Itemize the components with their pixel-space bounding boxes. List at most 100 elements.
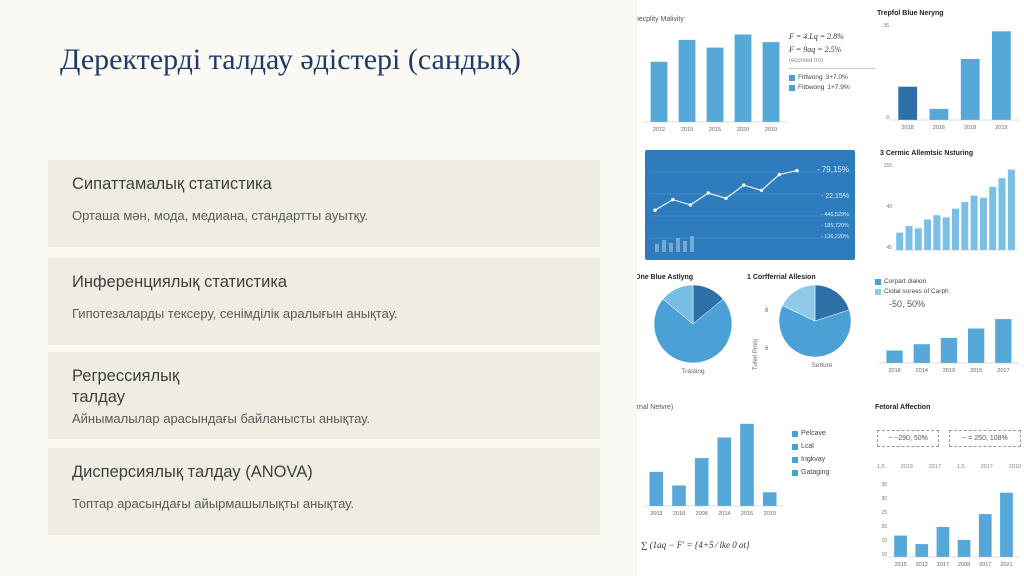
pie-chart-corfferrial [778, 284, 852, 358]
svg-text:- 22,15%: - 22,15% [821, 193, 849, 200]
svg-text:15: 15 [881, 538, 887, 544]
chart-title: One Blue Astlyng [637, 274, 694, 281]
svg-text:2021: 2021 [1000, 562, 1012, 568]
legend-item: Fitbwong 1+7.9% [789, 84, 875, 91]
card-body: Айнымалылар арасындағы байланысты анықта… [72, 410, 370, 426]
formula-line: F = 9aq = 2.5% [789, 45, 842, 54]
svg-text:- 79,15%: - 79,15% [817, 165, 849, 174]
svg-text:2015: 2015 [709, 127, 721, 133]
svg-text:2019: 2019 [681, 127, 693, 133]
svg-text:2018: 2018 [673, 511, 685, 517]
legend-label: Lcal [801, 443, 814, 450]
legend-item: Fitfwong 3+7.0% [789, 74, 875, 81]
svg-text:2019: 2019 [995, 125, 1007, 131]
legend-item: Lcal [792, 443, 829, 450]
legend-label: Gataging [801, 469, 830, 476]
svg-text:2018: 2018 [902, 125, 914, 131]
svg-text:2016: 2016 [933, 125, 945, 131]
bottom-formula: ∑ (1aq − F′ = {4+5 ⁄ lke 0 ot} [641, 540, 750, 550]
card-body: Топтар арасындағы айырмашылықты анықтау. [72, 496, 354, 512]
legend-item: Pelcave [792, 430, 829, 437]
card-body: Гипотезаларды тексеру, сенімділік аралығ… [72, 306, 398, 322]
chart-fetoral: Fetoral Affection − −290, 50% − = 250, 1… [875, 404, 1024, 572]
formula-line: F = 4.Lq = 2.8% [789, 32, 844, 41]
card-descriptive-statistics: Сипаттамалық статистика Орташа мән, мода… [48, 160, 600, 247]
svg-text:2016: 2016 [741, 511, 753, 517]
legend-label: Ingkvay [801, 456, 826, 463]
svg-text:2018: 2018 [964, 125, 976, 131]
legend-label: Fitbwong [798, 84, 825, 91]
chart-corpart: Corpart dialion Ciotal sorees of Carph -… [875, 278, 1024, 374]
chart-blue-panel: - 79,15% - 22,15% - 446,529% - 185,720% - 13… [645, 150, 855, 260]
y-axis-tick: 8 [765, 308, 769, 314]
svg-text:8: 8 [886, 115, 889, 121]
x-axis-tick: 1.5 [877, 464, 885, 470]
chart-title: Internal Netvre) [637, 404, 674, 411]
chart-title: 3 Cermic Allemtsic Nsturing [880, 150, 974, 157]
x-axis-tick: 2019 [1008, 464, 1021, 470]
slide-title: Деректерді талдау әдістері (сандық) [60, 43, 521, 76]
bar-chart-netvre: 2003 2018 2008 2014 2016 2019 [643, 423, 783, 517]
card-heading: Регрессиялық талдау [72, 367, 180, 407]
pie-chart-astlyng [653, 284, 733, 364]
legend-item: Ingkvay [792, 456, 829, 463]
x-axis-row: 1.5 2019 2017 1.5 2017 2019 [877, 464, 1021, 470]
legend-item: Ciotal sorees of Carph [875, 288, 1024, 295]
svg-text:2020: 2020 [737, 127, 749, 133]
svg-text:2017: 2017 [979, 562, 991, 568]
svg-text:45: 45 [886, 245, 892, 251]
bar-chart-cermic: 155 40 45 [884, 163, 1018, 251]
line-chart-blue-panel: - 79,15% - 22,15% - 446,529% - 185,720% - 13… [645, 150, 855, 260]
annotation-box: − = 250, 108% [949, 430, 1021, 447]
legend-value: 1+7.9% [827, 84, 850, 91]
legend-swatch-icon [789, 84, 795, 91]
card-body: Орташа мән, мода, медиана, стандартты ау… [72, 208, 369, 224]
bar-chart-corpart: 2018 2014 2019 2015 2017 [879, 319, 1019, 374]
chart-netvre: Internal Netvre) 2003 2018 2008 2014 2016 201… [637, 404, 789, 517]
chart-title: Trepfol Blue Neryng [877, 10, 944, 17]
legend-swatch-icon [792, 456, 798, 463]
legend-swatch-icon [875, 278, 881, 285]
bar-chart-malivity: 2012 2019 2015 2020 2010 [643, 34, 787, 133]
chart-title: Ionecplity Malivity [637, 16, 684, 23]
chart-pie-astlyng: One Blue Astlyng Trasting [637, 274, 745, 375]
legend-swatch-icon [789, 74, 795, 81]
charts-collage: Ionecplity Malivity 20122019201520202010… [637, 0, 1024, 576]
svg-text:- 446,529%: - 446,529% [821, 212, 849, 218]
pie-caption: Trasting [681, 368, 705, 375]
formula-note: (econted tro) [789, 58, 875, 69]
bar-chart-trepfol: 2018 2016 2018 2019 35 8 [883, 23, 1019, 131]
card-heading: Дисперсиялық талдау (ANOVA) [72, 463, 313, 481]
svg-text:2014: 2014 [718, 511, 730, 517]
svg-text:35: 35 [881, 482, 887, 488]
svg-text:2018: 2018 [888, 368, 900, 374]
legend-label: Pelcave [801, 430, 826, 437]
svg-text:2012: 2012 [916, 562, 928, 568]
annotation-box: − −290, 50% [877, 430, 939, 447]
legend-swatch-icon [792, 430, 798, 437]
netvre-legend: Pelcave Lcal Ingkvay Gataging [792, 430, 829, 476]
svg-text:20: 20 [881, 524, 887, 530]
card-heading: Инференциялық статистика [72, 273, 288, 291]
legend-swatch-icon [875, 288, 881, 295]
legend-item: Gataging [792, 469, 829, 476]
svg-text:35: 35 [883, 23, 889, 29]
legend-value: 3+7.0% [825, 74, 848, 81]
svg-text:155: 155 [884, 163, 893, 169]
card-regression-analysis: Регрессиялық талдау Айнымалылар арасында… [48, 352, 600, 439]
svg-text:2003: 2003 [650, 511, 662, 517]
legend-label: Fitfwong [798, 74, 823, 81]
svg-text:2019: 2019 [943, 368, 955, 374]
x-axis-tick: 2019 [900, 464, 913, 470]
y-axis-label: Tuferl Prooj [753, 339, 759, 370]
legend-item: Corpart dialion [875, 278, 1024, 285]
svg-text:2015: 2015 [970, 368, 982, 374]
svg-text:2017: 2017 [937, 562, 949, 568]
svg-text:30: 30 [881, 496, 887, 502]
x-axis-tick: 2017 [928, 464, 942, 470]
chart-malivity: Ionecplity Malivity 2012 2019 2015 2020 2010 [637, 16, 791, 133]
svg-text:40: 40 [886, 204, 892, 210]
legend-label: Corpart dialion [884, 278, 927, 285]
